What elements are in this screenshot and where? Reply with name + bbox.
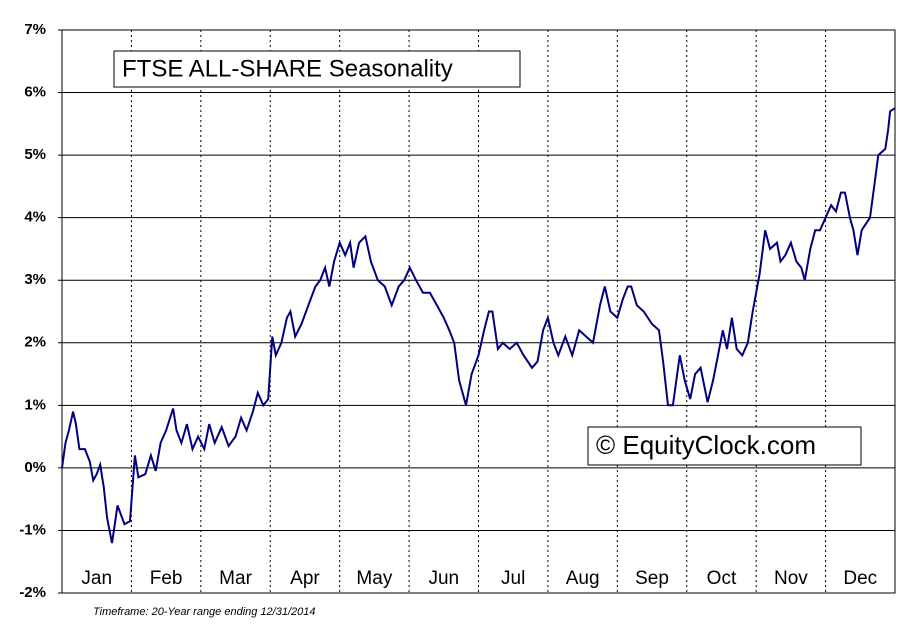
footnote: Timeframe: 20-Year range ending 12/31/20… <box>93 606 316 618</box>
x-tick-label: Oct <box>707 568 737 589</box>
x-tick-label: Jul <box>501 568 525 589</box>
x-tick-label: Dec <box>843 568 877 589</box>
y-tick-label: 1% <box>24 396 46 413</box>
y-tick-label: 4% <box>24 209 46 226</box>
chart-title: FTSE ALL-SHARE Seasonality <box>122 55 453 82</box>
title-box <box>113 50 521 88</box>
x-tick-label: Jan <box>81 568 112 589</box>
y-tick-label: 7% <box>24 21 46 38</box>
x-tick-label: May <box>356 568 392 589</box>
x-tick-label: Sep <box>635 568 669 589</box>
y-tick-label: 6% <box>24 84 46 101</box>
x-tick-label: Apr <box>290 568 320 589</box>
x-tick-label: Nov <box>774 568 808 589</box>
x-tick-label: Mar <box>219 568 252 589</box>
y-tick-label: 3% <box>24 271 46 288</box>
x-tick-label: Aug <box>566 568 600 589</box>
watermark-box <box>587 426 862 466</box>
x-tick-label: Feb <box>150 568 183 589</box>
y-tick-label: -2% <box>19 584 46 601</box>
x-tick-label: Jun <box>428 568 459 589</box>
y-tick-label: 5% <box>24 146 46 163</box>
watermark: © EquityClock.com <box>596 430 816 460</box>
y-tick-label: 2% <box>24 334 46 351</box>
y-tick-label: -1% <box>19 521 46 538</box>
series-line <box>61 107 896 544</box>
y-tick-label: 0% <box>24 459 46 476</box>
